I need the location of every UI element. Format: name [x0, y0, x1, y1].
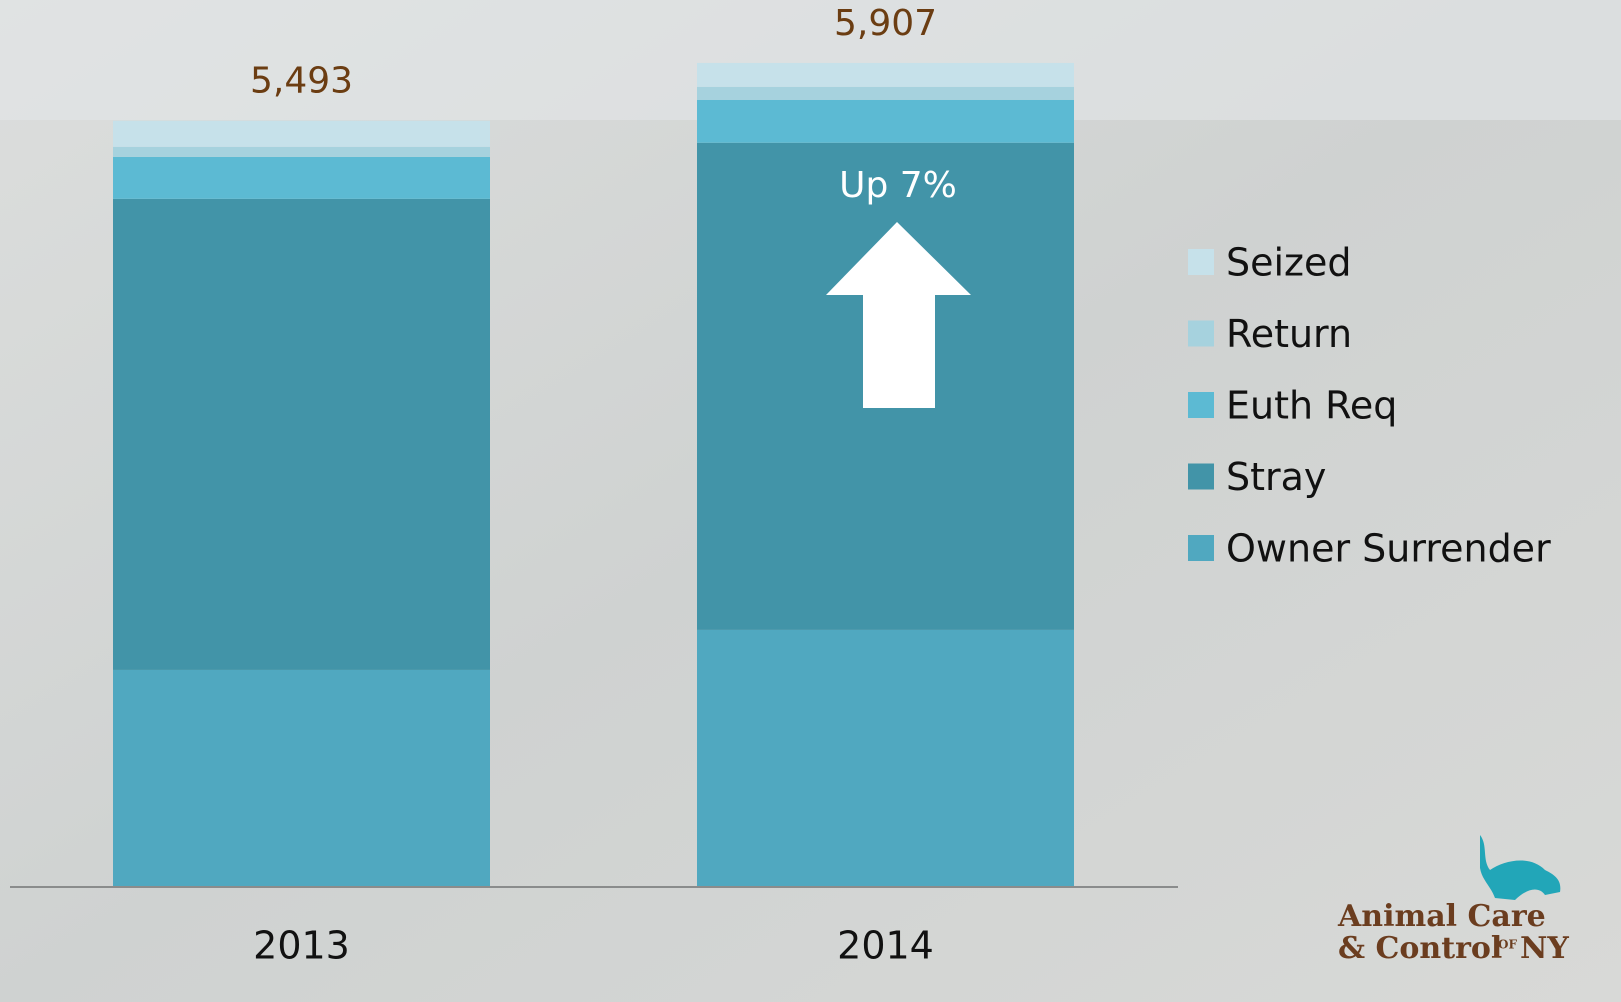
logo-text: OF	[1498, 938, 1517, 952]
legend-label: Euth Req	[1226, 384, 1397, 428]
x-tick-label: 2014	[837, 924, 934, 968]
logo-text: Animal Care	[1337, 899, 1546, 934]
bar-segment	[697, 62, 1074, 87]
legend-label: Owner Surrender	[1226, 527, 1551, 571]
up-arrow	[826, 222, 971, 408]
legend-swatch	[1188, 535, 1214, 561]
legend-label: Seized	[1226, 241, 1352, 285]
bar-segment	[113, 198, 490, 670]
bar-segment	[697, 99, 1074, 143]
legend-swatch	[1188, 463, 1214, 490]
legend-label: Return	[1226, 312, 1352, 356]
bar-segment	[697, 629, 1074, 887]
logo-text: NY	[1520, 931, 1569, 966]
total-label: 5,493	[250, 61, 353, 102]
total-label: 5,907	[834, 3, 937, 44]
legend-swatch	[1188, 392, 1214, 418]
legend-swatch	[1188, 320, 1214, 347]
x-tick-label: 2013	[253, 924, 350, 968]
bar-segment	[113, 120, 490, 147]
bar-segment	[113, 669, 490, 887]
annotation: Up 7%	[839, 165, 957, 206]
legend-swatch	[1188, 249, 1214, 275]
logo-dog	[1480, 835, 1561, 900]
bar-segment	[113, 156, 490, 199]
bar-segment	[113, 146, 490, 157]
legend-label: Stray	[1226, 455, 1326, 499]
bar-segment	[697, 86, 1074, 100]
logo-text: & Control	[1338, 931, 1502, 966]
